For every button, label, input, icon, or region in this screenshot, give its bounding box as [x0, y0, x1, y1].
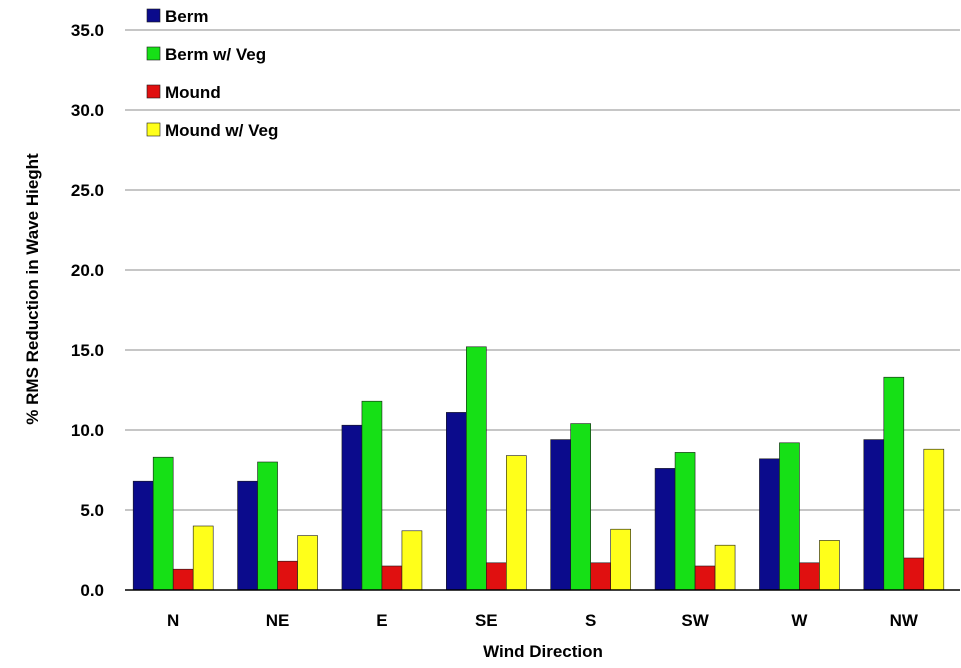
bar-berm-w-veg-w	[779, 442, 800, 591]
bar-mound-e	[381, 565, 403, 591]
bars	[132, 346, 945, 591]
x-tick-label: NE	[266, 611, 290, 630]
bar-berm-w-veg-se	[466, 346, 487, 591]
bar-mound-w-veg-ne	[297, 535, 318, 591]
legend: Berm Berm w/ Veg Mound Mound w/ Veg	[146, 7, 278, 140]
y-tick-labels: 0.0 5.0 10.0 15.0 20.0 25.0 30.0 35.0	[71, 21, 104, 600]
y-tick-label: 5.0	[80, 501, 104, 520]
bar-mound-nw	[903, 557, 925, 591]
bar-mound-w-veg-s	[610, 528, 631, 591]
legend-label-mound-w-veg: Mound w/ Veg	[165, 121, 278, 140]
legend-label-berm: Berm	[165, 7, 208, 26]
bar-berm-n	[132, 480, 154, 591]
x-tick-label: E	[376, 611, 387, 630]
x-tick-label: W	[791, 611, 808, 630]
y-tick-label: 35.0	[71, 21, 104, 40]
bar-mound-w	[799, 562, 820, 591]
bar-mound-sw	[694, 565, 716, 591]
y-tick-label: 0.0	[80, 581, 104, 600]
legend-swatch-berm-w-veg	[146, 46, 161, 61]
bar-mound-w-veg-nw	[923, 448, 945, 591]
bar-mound-se	[486, 562, 507, 591]
bar-berm-s	[550, 439, 571, 591]
bar-berm-w-veg-e	[361, 400, 383, 591]
bar-mound-w-veg-w	[819, 540, 840, 591]
bar-berm-sw	[654, 468, 676, 591]
bar-mound-ne	[277, 560, 298, 591]
y-tick-label: 20.0	[71, 261, 104, 280]
legend-label-mound: Mound	[165, 83, 221, 102]
y-axis-title: % RMS Reduction in Wave Hieght	[23, 153, 42, 425]
y-tick-label: 25.0	[71, 181, 104, 200]
x-tick-label: N	[167, 611, 179, 630]
bar-berm-w-veg-nw	[883, 376, 905, 591]
x-tick-label: S	[585, 611, 596, 630]
y-tick-label: 30.0	[71, 101, 104, 120]
bar-mound-w-veg-n	[192, 525, 214, 591]
bar-berm-se	[446, 412, 467, 591]
bar-berm-e	[341, 424, 363, 591]
bar-mound-w-veg-e	[401, 530, 423, 591]
bar-mound-s	[590, 562, 611, 591]
x-tick-label: NW	[890, 611, 919, 630]
legend-swatch-berm	[146, 8, 161, 23]
bar-mound-w-veg-se	[506, 455, 527, 591]
bar-berm-w	[759, 458, 780, 591]
legend-swatch-mound	[146, 84, 161, 99]
bar-berm-nw	[863, 439, 885, 591]
legend-swatch-mound-w-veg	[146, 122, 161, 137]
bar-mound-w-veg-sw	[714, 544, 736, 591]
bar-berm-w-veg-n	[152, 456, 174, 591]
legend-label-berm-w-veg: Berm w/ Veg	[165, 45, 266, 64]
y-tick-label: 15.0	[71, 341, 104, 360]
bar-mound-n	[172, 568, 194, 591]
x-tick-labels: N NE E SE S SW W NW	[167, 611, 919, 630]
gridlines	[125, 29, 960, 511]
bar-berm-w-veg-sw	[674, 452, 696, 591]
x-tick-label: SW	[681, 611, 709, 630]
bar-berm-w-veg-s	[570, 423, 591, 591]
bar-berm-ne	[237, 480, 258, 591]
x-axis-title: Wind Direction	[483, 642, 603, 661]
bar-berm-w-veg-ne	[257, 461, 278, 591]
y-tick-label: 10.0	[71, 421, 104, 440]
x-tick-label: SE	[475, 611, 498, 630]
